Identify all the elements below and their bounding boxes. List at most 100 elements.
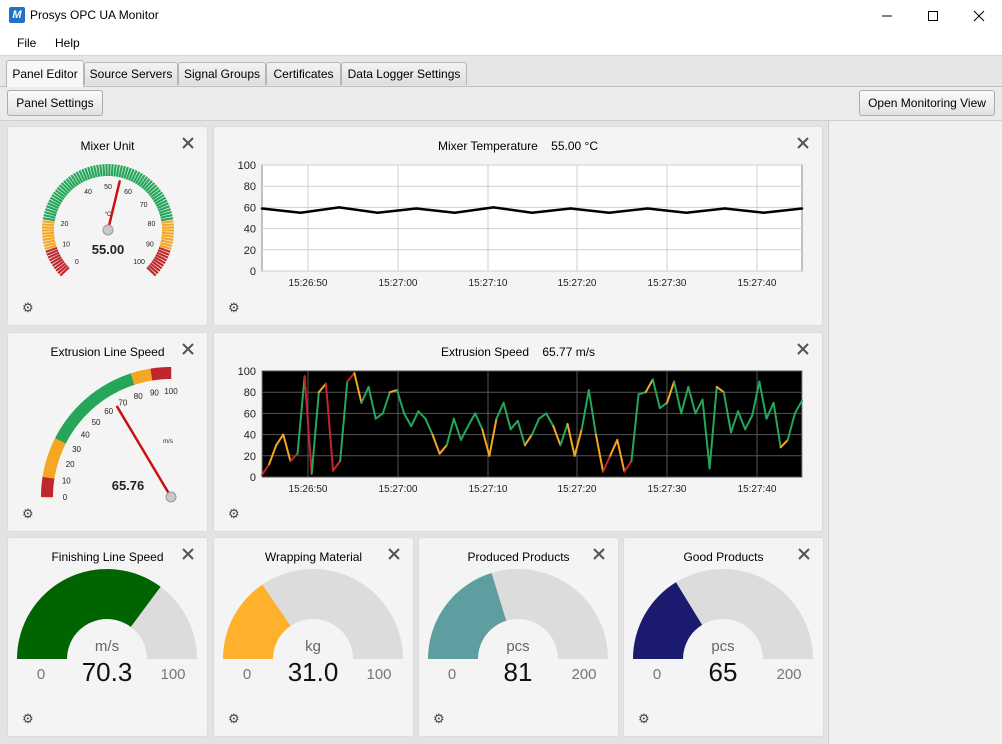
gauge-min-label: 0 [37,666,45,683]
menu-file[interactable]: File [17,36,37,50]
chart-series-segment [786,412,796,441]
gauge-scale-tick [101,386,110,398]
gauge-scale-tick [110,164,114,177]
gauge-scale-tick [148,264,159,275]
chart-y-tick-label: 20 [244,245,256,257]
panel-extrusion-speed[interactable]: Extrusion Speed 65.77 m/s 100 80 60 40 20 0 15… [213,332,823,532]
gauge-scale-tick [44,466,57,472]
gauge-scale-tick [115,164,120,177]
chart-series-segment [523,433,533,447]
chart-series-segment [410,410,420,428]
panel-mixer-temperature[interactable]: Mixer Temperature 55.00 °C 100 80 60 40 20 0 1… [213,126,823,326]
gauge-scale-tick [60,182,71,193]
gauge-scale-tick [50,256,62,265]
close-panel-icon[interactable] [797,547,811,561]
settings-gear-icon[interactable]: ⚙ [22,300,34,315]
settings-gear-icon[interactable]: ⚙ [22,506,34,521]
right-empty-area [828,121,1002,744]
chart-series-segment [685,207,727,214]
gauge-scale-tick [106,382,115,395]
gauge-scale-tick [89,394,99,406]
minimize-button[interactable] [864,0,910,31]
tab-data-logger-settings[interactable]: Data Logger Settings [341,62,467,85]
gauge-scale-tick [64,420,76,430]
panel-title: Finishing Line Speed [51,550,164,564]
gauge-scale-tick [54,437,66,446]
gauge-scale-tick [43,214,56,219]
tab-certificates[interactable]: Certificates [266,62,341,85]
gauge-scale-tick [160,241,173,247]
gauge-scale-tick [93,165,98,178]
gauge-scale-tick [60,427,72,436]
tab-signal-groups[interactable]: Signal Groups [178,62,266,85]
panel-extrusion-line-speed[interactable]: Extrusion Line Speed 0 10 20 30 40 50 60 70 80 90… [7,332,208,532]
tab-source-servers[interactable]: Source Servers [84,62,178,85]
panel-settings-button[interactable]: Panel Settings [7,90,103,116]
gauge-scale-tick [128,373,135,386]
close-panel-icon[interactable] [796,136,810,150]
settings-gear-icon[interactable]: ⚙ [228,711,240,726]
settings-gear-icon[interactable]: ⚙ [433,711,445,726]
panel-produced-products[interactable]: Produced Products pcs 81 0 200 ⚙ [418,537,619,737]
gauge-scale-tick [66,417,78,427]
chart-series-segment [687,385,697,415]
panel-good-products[interactable]: Good Products pcs 65 0 200 ⚙ [623,537,824,737]
chart-series-segment [324,382,335,472]
chart-series-segment [310,391,320,475]
gauge-scale-tick [57,430,70,439]
close-panel-icon[interactable] [181,547,195,561]
close-panel-icon[interactable] [181,136,195,150]
open-monitoring-view-button[interactable]: Open Monitoring View [859,90,995,116]
gauge-scale-tick [78,170,86,182]
gauge-scale-tick [104,383,113,396]
close-panel-icon[interactable] [181,342,195,356]
gauge-scale-tick [67,176,77,188]
gauge-tick-label: 0 [75,259,79,266]
panel-mixer-unit[interactable]: Mixer Unit 0 10 20 40 50 60 70 80 90 100 °C 55.00 ⚙ [7,126,208,326]
settings-gear-icon[interactable]: ⚙ [228,506,240,521]
gauge-scale-tick [42,217,56,222]
settings-gear-icon[interactable]: ⚙ [228,300,240,315]
close-panel-icon[interactable] [796,342,810,356]
close-window-button[interactable] [956,0,1002,31]
chart-series-segment [353,372,363,404]
gauge-unit-label: m/s [95,638,119,655]
gauge-scale-tick [108,382,117,394]
chart-series-segment [337,206,379,214]
chart-plot-area [261,164,803,272]
gauge-scale-tick [148,186,160,197]
chart-series-segment [459,425,470,441]
gauge-scale-tick [48,450,61,458]
gauge-tick-label: 20 [66,460,75,469]
tab-panel-editor[interactable]: Panel Editor [6,60,84,87]
gauge-min-label: 0 [653,666,661,683]
chart-series-segment [376,207,418,214]
chart-series-segment [680,385,690,415]
chart-x-tick-label: 15:27:10 [469,278,508,289]
gauge-scale-tick [42,234,55,238]
gauge-scale-tick [153,194,165,203]
settings-gear-icon[interactable]: ⚙ [22,711,34,726]
chart-series-segment [758,380,768,420]
chart-series-segment [793,399,803,415]
chart-series-segment [299,206,341,214]
window-title: Prosys OPC UA Monitor [30,8,159,22]
settings-gear-icon[interactable]: ⚙ [638,711,650,726]
chart-series-segment [381,391,391,415]
panel-finishing-line-speed[interactable]: Finishing Line Speed m/s 70.3 0 100 ⚙ [7,537,208,737]
gauge-scale-tick [158,246,171,253]
panel-wrapping-material[interactable]: Wrapping Material kg 31.0 0 100 ⚙ [213,537,414,737]
menu-bar: File Help [0,31,1002,56]
chart-series-segment [616,438,626,473]
chart-series-segment [332,460,342,472]
gauge-scale-tick [97,388,107,400]
gauge-scale-tick [44,464,57,470]
gauge-scale-tick [57,264,68,275]
chart-x-tick-label: 15:27:00 [379,278,418,289]
chart-series-segment [552,425,562,447]
close-panel-icon[interactable] [387,547,401,561]
close-panel-icon[interactable] [592,547,606,561]
menu-help[interactable]: Help [55,36,80,50]
maximize-button[interactable] [910,0,956,31]
chart-series-segment [453,206,495,214]
